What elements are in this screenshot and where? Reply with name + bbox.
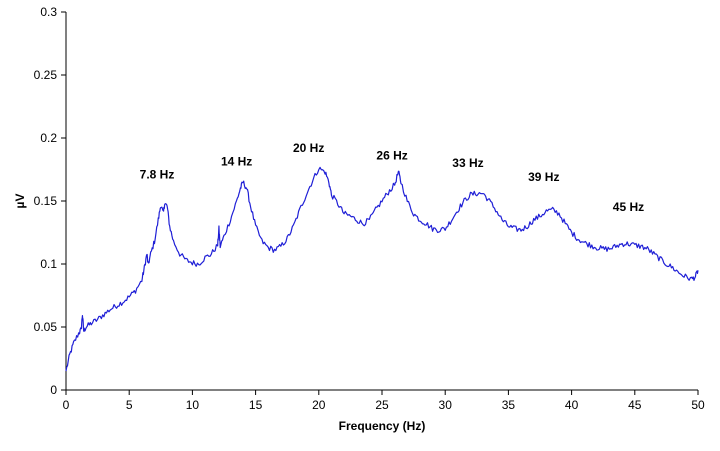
x-tick-label: 20	[312, 398, 326, 412]
y-tick-label: 0.15	[34, 194, 58, 208]
series-group	[65, 166, 699, 372]
x-tick-label: 0	[63, 398, 70, 412]
y-tick-label: 0.3	[40, 5, 57, 19]
peak-label: 39 Hz	[528, 170, 559, 184]
x-axis-title: Frequency (Hz)	[339, 419, 426, 433]
y-tick-label: 0.1	[40, 257, 57, 271]
peak-label: 20 Hz	[293, 141, 324, 155]
spectrum-line	[65, 166, 699, 372]
y-tick-label: 0	[50, 383, 57, 397]
peak-label: 33 Hz	[452, 156, 483, 170]
x-tick-label: 15	[249, 398, 263, 412]
y-tick-label: 0.05	[34, 320, 58, 334]
x-tick-label: 35	[502, 398, 516, 412]
peak-label: 7.8 Hz	[140, 167, 175, 181]
peak-label: 14 Hz	[221, 155, 252, 169]
x-tick-label: 5	[126, 398, 133, 412]
x-axis-ticks: 0 5 10 15 20 25 30 35 40 45 50	[63, 390, 705, 412]
peak-label: 26 Hz	[376, 148, 407, 162]
y-tick-label: 0.2	[40, 131, 57, 145]
x-tick-label: 50	[691, 398, 705, 412]
peak-annotations: 7.8 Hz 14 Hz 20 Hz 26 Hz 33 Hz 39 Hz 45 Hz	[140, 141, 644, 214]
x-tick-label: 40	[565, 398, 579, 412]
peak-label: 45 Hz	[613, 200, 644, 214]
y-axis-title: µV	[13, 194, 27, 209]
x-tick-label: 30	[439, 398, 453, 412]
x-tick-label: 10	[186, 398, 200, 412]
x-tick-label: 45	[628, 398, 642, 412]
x-tick-label: 25	[375, 398, 389, 412]
y-tick-label: 0.25	[34, 68, 58, 82]
y-axis-ticks: 0 0.05 0.1 0.15 0.2 0.25 0.3	[34, 5, 66, 397]
